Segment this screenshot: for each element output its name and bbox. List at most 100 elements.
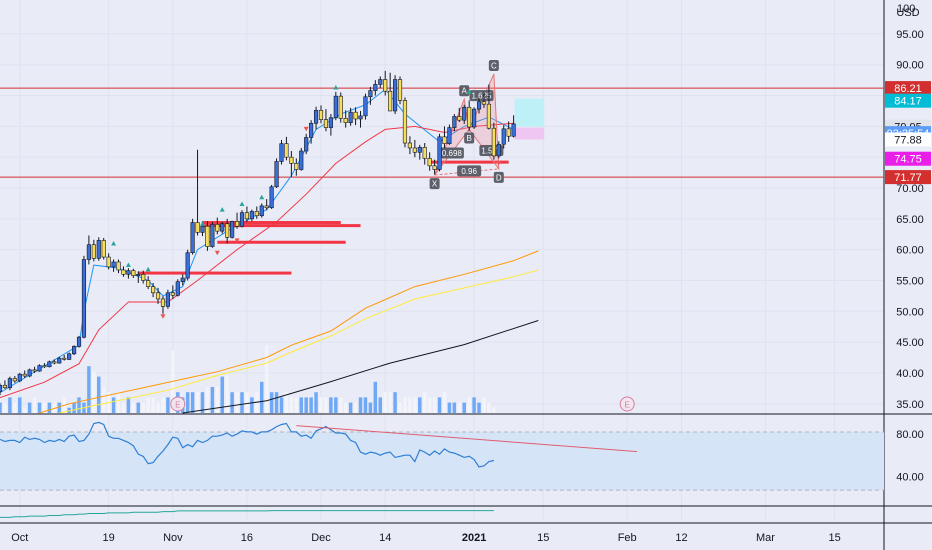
candle-body bbox=[160, 298, 166, 307]
candle-body bbox=[234, 220, 240, 227]
candle-body bbox=[442, 136, 447, 144]
price-tick-label: 40.00 bbox=[896, 368, 924, 380]
volume-bar bbox=[0, 402, 2, 413]
volume-bar bbox=[329, 397, 333, 413]
volume-bar bbox=[304, 397, 308, 413]
price-tick-label: 95.00 bbox=[896, 29, 924, 41]
support-bar bbox=[138, 271, 292, 275]
volume-bar bbox=[136, 402, 141, 413]
volume-bar bbox=[299, 397, 303, 413]
time-tick-label: Dec bbox=[311, 532, 331, 544]
earnings-marker bbox=[619, 396, 635, 412]
volume-bar bbox=[235, 392, 239, 413]
volume-bar bbox=[274, 392, 279, 413]
support-bar bbox=[202, 221, 341, 225]
candle-body bbox=[42, 365, 47, 368]
candle-body bbox=[27, 369, 32, 377]
support-bar bbox=[202, 224, 361, 228]
candle-body bbox=[96, 240, 101, 259]
volume-bar bbox=[324, 397, 328, 413]
sell-marker bbox=[214, 250, 220, 256]
time-tick-label: Oct bbox=[11, 532, 28, 544]
candle-body bbox=[47, 361, 52, 368]
candle-body bbox=[289, 156, 294, 164]
buy-marker bbox=[466, 89, 472, 94]
volume-bar bbox=[97, 376, 101, 413]
volume-bar bbox=[418, 397, 422, 413]
volume-bar bbox=[477, 402, 481, 413]
volume-bar bbox=[92, 371, 96, 413]
candle-body bbox=[309, 122, 314, 138]
volume-bar bbox=[111, 397, 116, 413]
signal-markers bbox=[111, 85, 502, 319]
volume-bar bbox=[116, 392, 121, 413]
volume-bar bbox=[368, 402, 373, 413]
volume-bar bbox=[269, 392, 274, 413]
volume-bar bbox=[427, 397, 432, 413]
rsi-trendline bbox=[296, 425, 638, 453]
volume-bar bbox=[378, 397, 382, 413]
candle-body bbox=[358, 115, 363, 120]
candle-body bbox=[269, 186, 274, 209]
price-axis[interactable]: 35.00 40.00 45.00 50.00 55.00 60.00 65.00 70.00… bbox=[885, 3, 931, 483]
candle-body bbox=[146, 280, 151, 287]
buy-marker bbox=[125, 262, 131, 268]
volume-bar bbox=[413, 397, 417, 413]
candle-body bbox=[76, 336, 82, 347]
support-bars bbox=[138, 160, 509, 275]
candle-body bbox=[72, 346, 77, 355]
candle-body bbox=[195, 222, 200, 233]
pattern-point-box bbox=[459, 85, 470, 97]
candle-body bbox=[417, 147, 422, 153]
time-axis[interactable]: Oct 19 Nov 16 Dec 14 2021 15 Feb 12 Mar 15 bbox=[11, 532, 841, 544]
volume-bar bbox=[339, 397, 343, 413]
volume-bar bbox=[294, 397, 299, 413]
volume-bar bbox=[279, 397, 284, 413]
volume-bar bbox=[77, 397, 81, 413]
volume-bar bbox=[393, 392, 397, 413]
volume-bar bbox=[22, 407, 27, 413]
volume-bar bbox=[398, 402, 402, 413]
candle-body bbox=[86, 244, 91, 260]
candle-body bbox=[472, 108, 477, 128]
pattern-point-box bbox=[429, 178, 440, 190]
candle-body bbox=[32, 369, 37, 372]
candle-body bbox=[141, 274, 146, 281]
volume-bar bbox=[472, 397, 476, 413]
candle-body bbox=[170, 292, 175, 296]
candle-body bbox=[368, 90, 373, 98]
volume-bar bbox=[210, 387, 215, 413]
pattern-point-box bbox=[488, 59, 499, 71]
candle-body bbox=[462, 106, 467, 121]
price-tag-label: 74.75 bbox=[894, 154, 922, 166]
volume-bar bbox=[334, 397, 338, 413]
volume-bar bbox=[432, 397, 437, 413]
volume-bar bbox=[87, 366, 91, 413]
sell-marker bbox=[160, 314, 166, 319]
candle-body bbox=[299, 150, 304, 170]
candle-body bbox=[491, 127, 496, 157]
price-tick-label: 65.00 bbox=[896, 214, 924, 226]
volume-bar bbox=[319, 397, 323, 413]
price-tag bbox=[885, 93, 931, 108]
candle-body bbox=[121, 269, 126, 275]
volume-bar bbox=[260, 381, 264, 413]
candle-body bbox=[52, 361, 57, 364]
level-price-tag-label: 86.21 bbox=[894, 83, 922, 95]
candle-body bbox=[155, 292, 161, 300]
volume-bar bbox=[363, 397, 368, 413]
time-tick-label: 15 bbox=[537, 532, 549, 544]
volume-bar bbox=[146, 397, 150, 413]
volume-bar bbox=[353, 402, 358, 413]
volume-bar bbox=[52, 402, 57, 413]
candle-body bbox=[7, 378, 12, 389]
candle-body bbox=[91, 244, 96, 259]
buy-marker bbox=[259, 194, 265, 200]
candle-body bbox=[412, 147, 417, 153]
volume-bar bbox=[27, 402, 32, 413]
price-tag bbox=[885, 151, 931, 166]
candle-body bbox=[37, 365, 42, 372]
candle-body bbox=[353, 111, 358, 120]
